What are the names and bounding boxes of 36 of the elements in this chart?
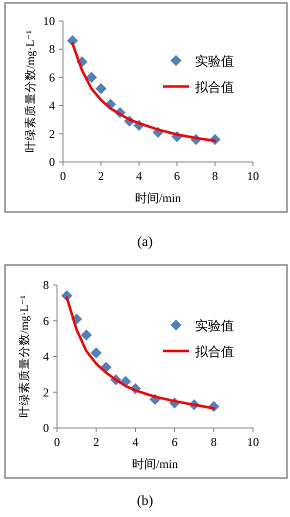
- x-tick-label: 8: [212, 169, 218, 183]
- x-tick-label: 4: [136, 169, 142, 183]
- x-tick-label: 6: [172, 435, 178, 449]
- y-tick-label: 6: [49, 70, 55, 84]
- x-tick-label: 2: [98, 169, 104, 183]
- y-tick-label: 2: [49, 126, 55, 141]
- y-tick-label: 4: [43, 350, 49, 364]
- point: [90, 347, 102, 358]
- x-tick-label: 10: [247, 435, 259, 449]
- x-tick-label: 4: [132, 435, 138, 449]
- legend-label: 拟合值: [195, 79, 234, 94]
- point: [86, 72, 97, 83]
- y-axis-title: 叶绿素质量分数/mg·L⁻¹: [18, 294, 31, 418]
- legend-label: 拟合值: [195, 344, 234, 360]
- x-tick-label: 10: [247, 169, 259, 183]
- text: (b): [136, 494, 154, 509]
- x-tick-label: 8: [210, 435, 217, 449]
- x-axis-title: 时间/min: [134, 191, 182, 205]
- y-tick-label: 10: [43, 14, 55, 28]
- text: (a): [137, 235, 154, 250]
- y-tick-label: 2: [43, 385, 49, 400]
- y-tick-label: 0: [43, 421, 49, 435]
- x-axis-title: 时间/min: [132, 457, 178, 471]
- y-tick-label: 8: [49, 42, 55, 56]
- x-tick-label: 0: [60, 169, 66, 183]
- x-tick-label: 2: [93, 435, 100, 449]
- y-tick-label: 8: [43, 278, 49, 292]
- y-axis-title: 叶绿素质量分数/mg·L⁻¹: [24, 30, 37, 153]
- x-tick-label: 6: [174, 169, 180, 183]
- legend-label: 实验值: [195, 53, 234, 68]
- point: [80, 330, 92, 341]
- y-tick-label: 4: [49, 98, 55, 113]
- point: [96, 83, 106, 94]
- y-tick-label: 0: [49, 155, 55, 169]
- y-tick-label: 6: [43, 314, 49, 328]
- legend-label: 实验值: [195, 318, 234, 334]
